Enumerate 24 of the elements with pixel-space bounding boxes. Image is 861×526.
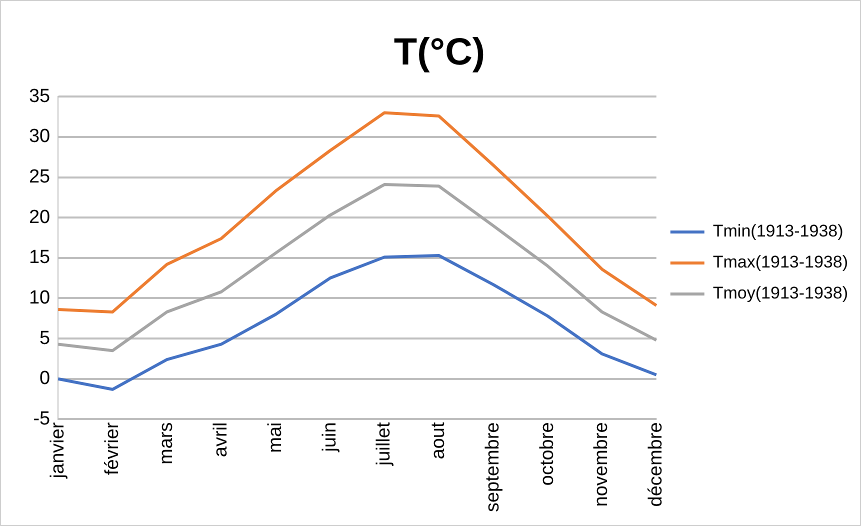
legend-label: Tmoy(1913-1938) [712, 284, 848, 303]
y-tick-label: -5 [33, 408, 50, 430]
y-tick-label: 5 [40, 328, 50, 349]
x-tick-label: juillet [374, 422, 395, 467]
x-tick-label: mars [156, 422, 178, 464]
x-tick-label: aout [428, 422, 450, 460]
legend-label: Tmin(1913-1938) [712, 222, 844, 241]
y-tick-label: 10 [28, 287, 50, 308]
x-tick-label: septembre [482, 422, 504, 512]
x-tick-label: juin [319, 422, 340, 453]
y-tick-label: 30 [28, 126, 50, 148]
x-tick-label: octobre [536, 422, 558, 486]
legend-label: Tmax(1913-1938) [712, 252, 848, 272]
x-tick-label: décembre [646, 422, 667, 507]
x-tick-label: février [102, 422, 123, 476]
x-tick-label: novembre [591, 422, 612, 507]
y-tick-label: 25 [28, 166, 50, 188]
x-tick-label: mai [264, 422, 286, 453]
y-tick-label: 15 [28, 247, 50, 268]
y-tick-label: 20 [28, 206, 50, 228]
y-tick-label: 0 [40, 368, 50, 390]
y-tick-label: 35 [28, 86, 50, 107]
chart-title: T(°C) [394, 31, 486, 74]
x-tick-label: avril [210, 422, 232, 458]
